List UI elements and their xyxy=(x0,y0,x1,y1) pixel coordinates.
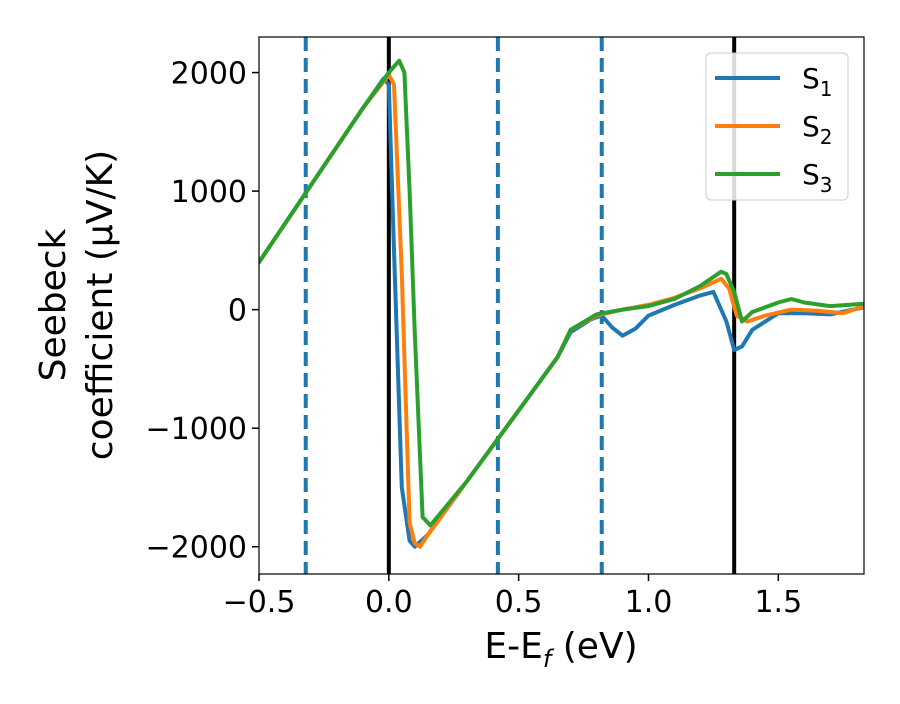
y-tick-label: −1000 xyxy=(146,412,247,447)
x-tick-label: 0.0 xyxy=(365,585,413,620)
legend-label-S3: S3 xyxy=(802,158,833,197)
y-tick-label: 2000 xyxy=(171,57,247,92)
x-axis-ticks: −0.5 0.0 0.5 1.0 1.5 xyxy=(223,574,802,620)
y-axis-label-line2: coefficient (μV/K) xyxy=(80,150,121,460)
x-tick-label: −0.5 xyxy=(223,585,296,620)
y-tick-label: −2000 xyxy=(146,531,247,566)
legend-label-S2: S2 xyxy=(802,110,833,149)
x-axis-label: E-Ef (eV) xyxy=(484,626,637,673)
legend-label-S1: S1 xyxy=(802,62,833,101)
y-tick-label: 1000 xyxy=(171,175,247,210)
series-layer xyxy=(259,58,864,549)
series-line-S3 xyxy=(259,58,864,528)
x-tick-label: 0.5 xyxy=(495,585,543,620)
y-axis-label-line1: Seebeck xyxy=(33,228,74,381)
y-tick-label: 0 xyxy=(228,294,247,329)
plot-frame xyxy=(258,36,865,575)
x-tick-label: 1.5 xyxy=(754,585,802,620)
y-axis-ticks: −2000 −1000 0 1000 2000 xyxy=(146,57,259,566)
legend: S1 S2 S3 xyxy=(705,52,849,201)
x-tick-label: 1.0 xyxy=(625,585,673,620)
